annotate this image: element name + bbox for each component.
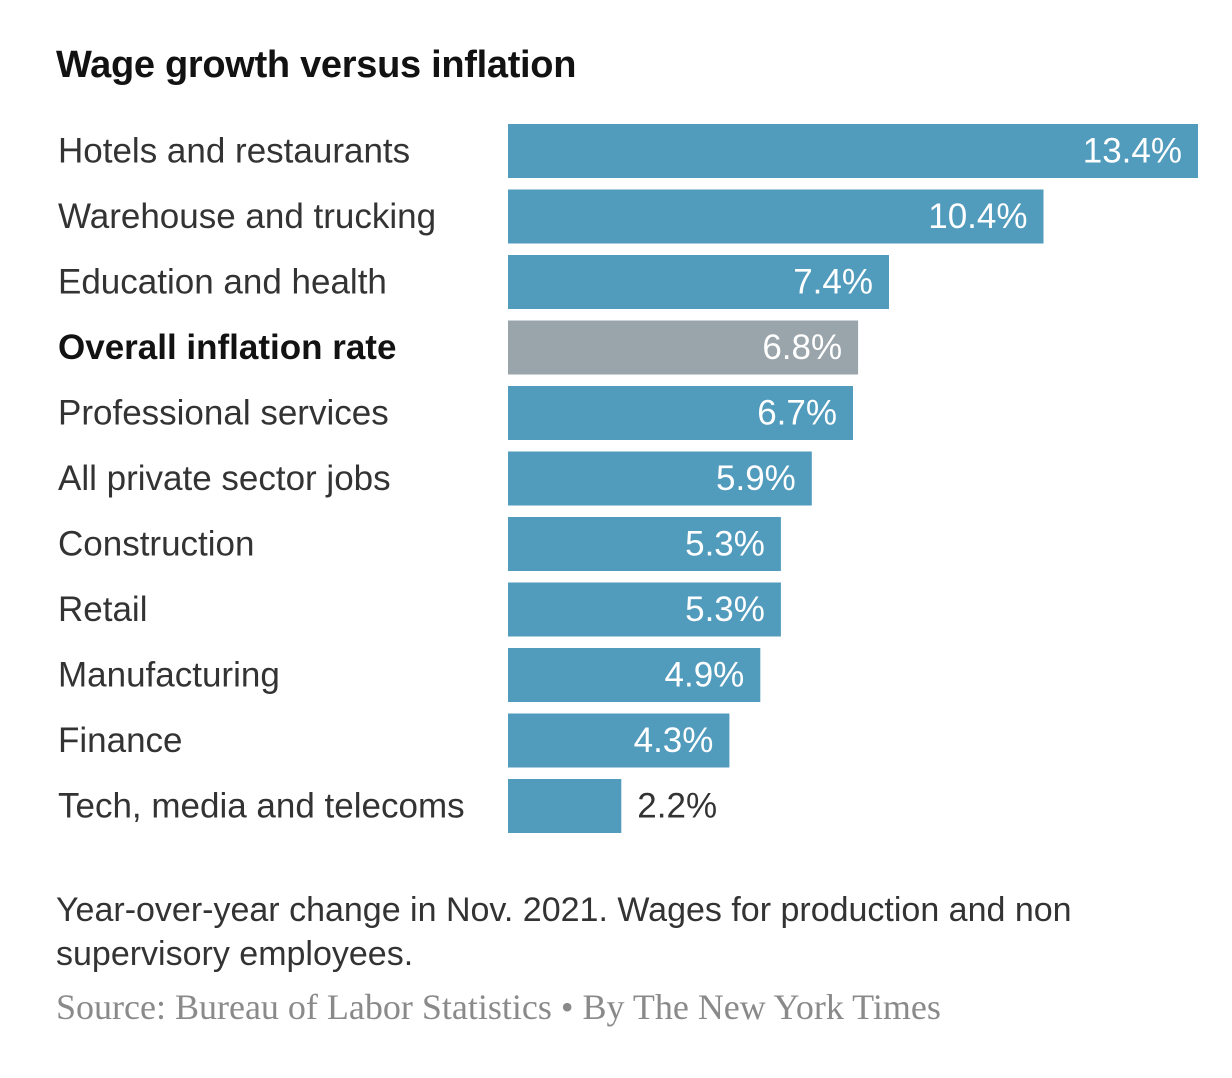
- value-label: 6.8%: [762, 328, 842, 367]
- value-label: 2.2%: [637, 787, 717, 826]
- value-label: 4.9%: [665, 656, 745, 695]
- bar: [508, 189, 1044, 244]
- bar: [508, 582, 781, 637]
- bar-chart: Hotels and restaurants 13.4% Warehouse and…: [58, 124, 1198, 833]
- category-label: Warehouse and trucking: [58, 197, 436, 236]
- bar: [508, 124, 1198, 178]
- category-label: Finance: [58, 721, 183, 760]
- category-label: Professional services: [58, 394, 389, 433]
- category-label: Manufacturing: [58, 656, 280, 695]
- value-label: 10.4%: [928, 197, 1027, 236]
- category-label: Overall inflation rate: [58, 328, 396, 367]
- value-label: 6.7%: [757, 394, 837, 433]
- value-label: 5.9%: [716, 459, 796, 498]
- bar: [508, 255, 889, 309]
- category-label: Education and health: [58, 263, 387, 302]
- chart-note: Year-over-year change in Nov. 2021. Wage…: [56, 891, 1072, 973]
- value-label: 7.4%: [793, 263, 873, 302]
- bar: [508, 713, 730, 768]
- value-label: 4.3%: [634, 721, 714, 760]
- value-label: 13.4%: [1083, 132, 1182, 171]
- category-label: Retail: [58, 590, 147, 629]
- category-label: All private sector jobs: [58, 459, 391, 498]
- bar: [508, 320, 859, 375]
- value-label: 5.3%: [685, 525, 765, 564]
- bar: [508, 386, 853, 440]
- bar: [508, 451, 812, 506]
- category-label: Hotels and restaurants: [58, 132, 410, 171]
- category-label: Construction: [58, 525, 254, 564]
- bar: [508, 779, 622, 833]
- chart-source: Source: Bureau of Labor Statistics • By …: [56, 987, 941, 1027]
- category-label: Tech, media and telecoms: [58, 787, 465, 826]
- chart-title: Wage growth versus inflation: [56, 44, 577, 86]
- value-label: 5.3%: [685, 590, 765, 629]
- bar: [508, 517, 781, 571]
- bar: [508, 648, 761, 702]
